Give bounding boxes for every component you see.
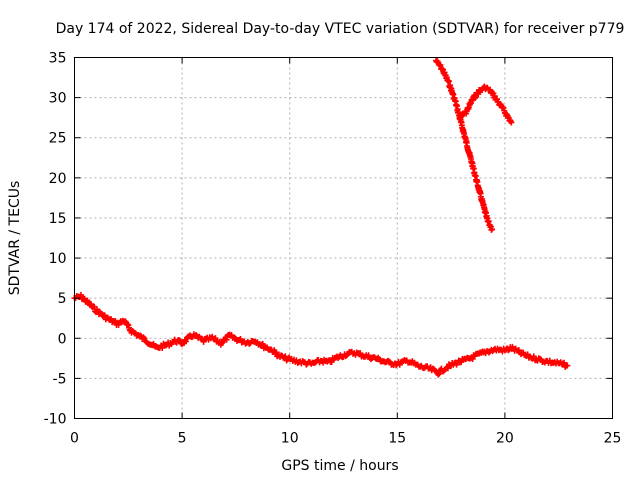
data-point [488,226,495,233]
y-tick-label: 30 [49,91,67,107]
grid-lines [74,57,613,419]
data-point [77,291,84,298]
y-tick-label: 25 [49,131,67,147]
x-tick-label: 5 [178,431,187,447]
series-upper-2 [456,83,515,126]
data-point [183,338,190,345]
data-point [175,336,182,343]
data-point [159,344,166,351]
data-point [472,94,479,101]
series-upper-1 [433,57,495,233]
x-axis-label: GPS time / hours [281,458,398,474]
x-axis: 0 5 10 15 20 25 [70,57,622,447]
x-tick-label: 10 [281,431,299,447]
data-point [385,358,392,365]
y-tick-label: 0 [58,331,67,347]
chart-title: Day 174 of 2022, Sidereal Day-to-day VTE… [56,21,625,37]
y-tick-label: 10 [49,251,67,267]
plot-frame [74,57,613,419]
x-tick-label: 25 [604,431,622,447]
y-tick-label: 5 [58,291,67,307]
y-tick-label: -10 [44,412,67,428]
y-axis: -10 -5 0 5 10 15 20 25 30 35 [44,51,613,428]
data-point [231,334,238,341]
data-point [472,94,479,101]
y-axis-label: SDTVAR / TECUs [7,181,23,296]
data-point [530,353,537,360]
data-point [218,340,225,347]
data-point [259,340,266,347]
series-main [71,291,571,378]
y-tick-label: 35 [49,51,67,67]
data-series [71,57,571,378]
y-tick-label: -5 [53,371,67,387]
data-point [435,371,442,378]
data-point [443,364,450,371]
data-point [223,336,230,343]
x-tick-label: 0 [70,431,79,447]
y-tick-label: 15 [49,211,67,227]
y-tick-label: 20 [49,171,67,187]
data-point [436,370,443,377]
data-point [444,365,451,372]
x-tick-label: 20 [496,431,514,447]
data-point [561,359,568,366]
data-point [564,362,571,369]
x-tick-label: 15 [388,431,406,447]
data-point [272,349,279,356]
data-point [469,355,476,362]
data-point [475,91,482,98]
data-point [508,119,515,126]
